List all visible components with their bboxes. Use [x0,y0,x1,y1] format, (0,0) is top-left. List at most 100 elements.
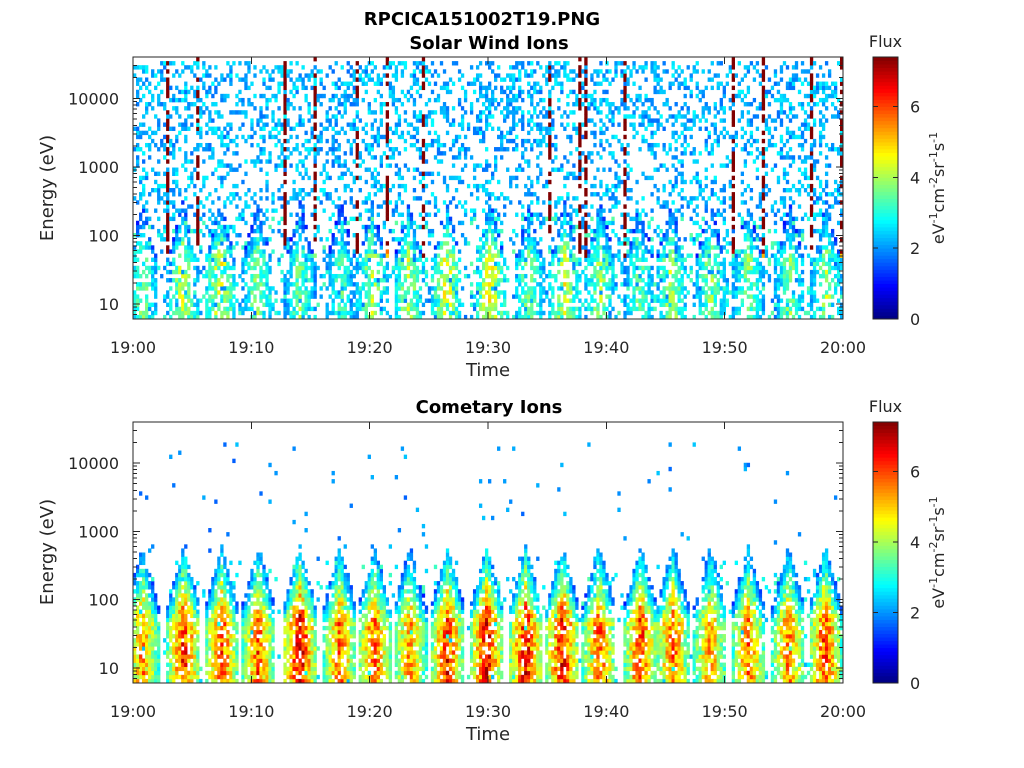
heatmap-cell [578,204,582,209]
heatmap-cell [175,302,179,308]
heatmap-cell [307,192,311,197]
heatmap-cell [184,196,188,201]
heatmap-cell [232,245,236,250]
heatmap-cell [217,253,221,258]
heatmap-cell [133,269,137,275]
heatmap-cell [596,208,600,213]
heatmap-cell [133,294,137,299]
heatmap-cell [223,237,227,242]
heatmap-cell [704,237,708,242]
heatmap-cell [457,220,462,226]
heatmap-cell [256,249,260,254]
heatmap-cell [169,216,173,222]
heatmap-cell [695,69,699,74]
heatmap-cell [172,200,176,205]
heatmap-cell [596,106,600,111]
heatmap-cell [394,290,399,295]
heatmap-cell [566,159,570,164]
heatmap-cell [524,69,528,74]
heatmap-cell [608,69,612,74]
heatmap-cell [608,257,612,262]
heatmap-cell [701,245,705,250]
heatmap-cell [181,89,185,95]
heatmap-cell [692,241,696,246]
heatmap-cell [686,110,690,115]
heatmap-cell [196,237,200,242]
heatmap-cell [614,171,618,177]
heatmap-cell [301,175,305,181]
heatmap-cell [563,220,567,226]
heatmap-cell [358,77,362,82]
heatmap-cell [463,237,468,242]
heatmap-cell [403,61,408,66]
heatmap-cell [668,241,672,246]
heatmap-cell [151,302,155,308]
heatmap-cell [403,253,408,258]
heatmap-cell [647,314,651,320]
heatmap-cell [566,273,570,279]
heatmap-cell [175,224,179,230]
heatmap-cell [442,282,447,287]
heatmap-cell [578,220,582,226]
heatmap-cell [298,224,302,230]
heatmap-cell [484,249,489,254]
heatmap-cell [575,196,579,201]
heatmap-cell [364,294,368,299]
heatmap-cell [334,290,338,295]
heatmap-cell [340,224,344,230]
heatmap-cell [418,171,423,177]
heatmap-cell [418,224,423,230]
heatmap-cell [686,126,690,131]
heatmap-cell [241,110,245,115]
heatmap-cell [310,269,314,275]
heatmap-cell [271,134,275,140]
heatmap-cell [674,233,678,238]
heatmap-cell [247,253,251,258]
heatmap-cell [148,102,152,107]
heatmap-cell [415,167,420,172]
heatmap-cell [587,302,591,308]
heatmap-cell [524,159,528,164]
heatmap-cell [307,138,311,144]
heatmap-cell [286,298,290,303]
heatmap-cell [596,212,600,217]
heatmap-cell [578,257,582,262]
heatmap-cell [313,253,317,258]
heatmap-cell [151,249,155,254]
heatmap-cell [334,138,338,144]
heatmap-cell [665,204,669,209]
heatmap-cell [340,290,344,295]
heatmap-cell [527,89,531,95]
heatmap-cell [484,241,489,246]
heatmap-cell [328,278,332,283]
heatmap-cell [277,310,281,316]
heatmap-cell [626,142,630,148]
heatmap-cell [439,314,444,320]
heatmap-cell [665,286,669,291]
heatmap-cell [563,245,567,250]
heatmap-cell [193,61,197,66]
heatmap-cell [304,138,308,144]
heatmap-cell [484,159,489,164]
heatmap-cell [412,220,417,226]
heatmap-cell [310,188,314,193]
heatmap-cell [145,110,149,115]
heatmap-cell [557,233,561,238]
heatmap-cell [469,155,474,160]
heatmap-cell [641,294,645,299]
heatmap-cell [503,278,507,283]
heatmap-cell [388,85,393,91]
heatmap-cell [674,261,678,267]
heatmap-cell [530,249,534,254]
heatmap-cell [584,265,588,271]
heatmap-cell [184,216,188,222]
heatmap-cell [611,228,615,234]
heatmap-cell [566,171,570,177]
heatmap-cell [442,114,447,119]
heatmap-cell [668,290,672,295]
heatmap-cell [397,269,402,275]
heatmap-cell [424,159,429,164]
heatmap-cell [364,273,368,279]
heatmap-cell [430,122,435,127]
heatmap-cell [385,175,390,181]
